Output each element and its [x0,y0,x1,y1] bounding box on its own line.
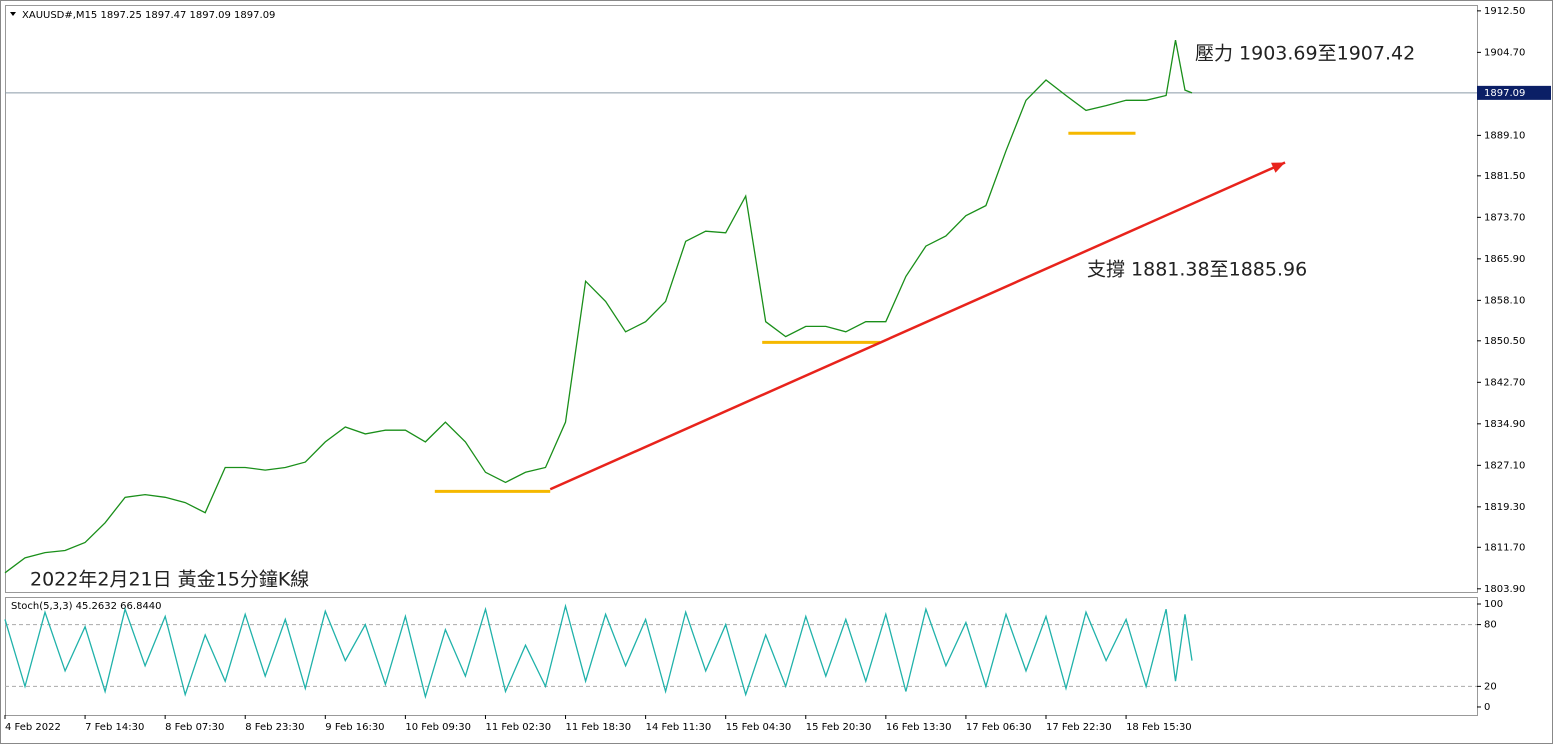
x-tick-label: 9 Feb 16:30 [325,722,384,733]
x-tick-label: 11 Feb 02:30 [485,722,551,733]
price-line [4,603,1193,700]
annotation: 支撐 1881.38至1885.96 [1087,259,1307,281]
x-tick-label: 15 Feb 20:30 [806,722,872,733]
x-tick-label: 16 Feb 13:30 [886,722,952,733]
y-tick-label: 1811.70 [1484,542,1525,553]
y-tick-label: 80 [1484,620,1497,631]
last-price-label: 1897.09 [1484,88,1525,99]
y-tick-label: 1827.10 [1484,460,1525,471]
y-tick-label: 0 [1484,702,1490,713]
last-price-box [1477,85,1551,100]
x-tick-label: 15 Feb 04:30 [726,722,792,733]
x-tick-label: 7 Feb 14:30 [85,722,144,733]
y-tick-label: 20 [1484,681,1497,692]
price-line [4,39,1193,574]
y-tick-label: 1865.90 [1484,254,1525,265]
y-tick-label: 1889.10 [1484,130,1525,141]
x-tick-label: 8 Feb 23:30 [245,722,304,733]
sub-window [5,597,1478,716]
x-tick-label: 11 Feb 18:30 [566,722,632,733]
y-tick-label: 1819.30 [1484,502,1525,513]
main-window [5,5,1478,593]
y-tick-label: 1850.50 [1484,336,1525,347]
x-tick-label: 17 Feb 06:30 [966,722,1032,733]
y-tick-label: 100 [1484,599,1503,610]
y-tick-label: 1904.70 [1484,47,1525,58]
y-tick-label: 1842.70 [1484,377,1525,388]
y-tick-label: 1858.10 [1484,295,1525,306]
y-tick-label: 1912.50 [1484,6,1525,17]
x-tick-label: 18 Feb 15:30 [1126,722,1192,733]
trend-arrowhead [1271,162,1286,173]
annotation: 2022年2月21日 黃金15分鐘K線 [30,569,309,591]
y-tick-label: 1881.50 [1484,171,1525,182]
x-tick-label: 8 Feb 07:30 [165,722,224,733]
x-tick-label: 14 Feb 11:30 [646,722,712,733]
y-tick-label: 1803.90 [1484,584,1525,595]
y-tick-label: 1873.70 [1484,212,1525,223]
chart-title: XAUUSD#,M15 1897.25 1897.47 1897.09 1897… [22,10,275,21]
x-tick-label: 4 Feb 2022 [5,722,61,733]
trend-line [549,161,1286,491]
x-tick-label: 10 Feb 09:30 [405,722,471,733]
stoch-title: Stoch(5,3,3) 45.2632 66.8440 [11,601,162,612]
y-tick-label: 1834.90 [1484,419,1525,430]
x-tick-label: 17 Feb 22:30 [1046,722,1112,733]
menu-icon [10,12,16,16]
annotation: 壓力 1903.69至1907.42 [1195,43,1415,65]
